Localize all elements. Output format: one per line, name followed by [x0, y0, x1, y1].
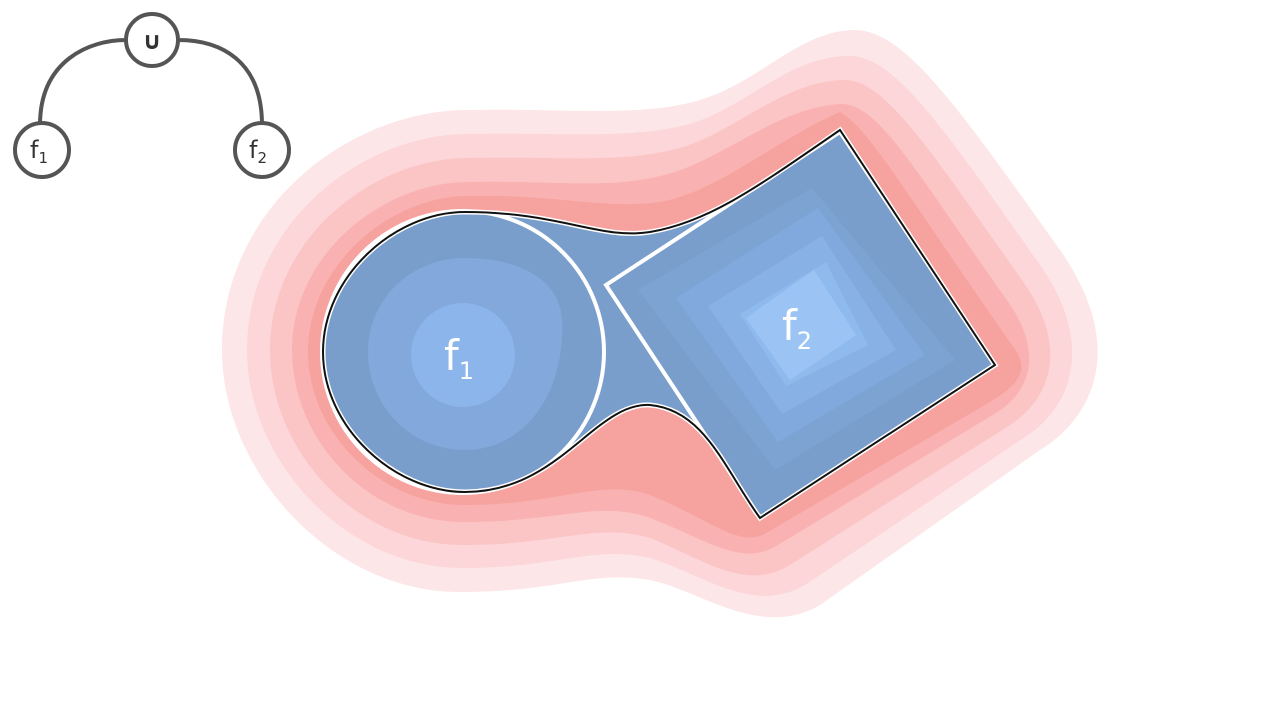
tree-edge-right: [177, 38, 264, 126]
csg-tree: ∪ f1 f2: [13, 12, 291, 179]
square-label-base: f: [782, 301, 798, 350]
tree-leaf-f1-label: f1: [30, 136, 48, 167]
tree-leaf-f2-base: f: [249, 136, 258, 164]
tree-leaf-f1-node: [13, 121, 71, 179]
square-label-subscript: 2: [797, 327, 812, 355]
square-ring-5: [746, 270, 856, 380]
tree-leaf-f1-subscript: 1: [38, 149, 48, 167]
tree-leaf-f2-label: f2: [249, 136, 267, 167]
tree-leaf-f2-subscript: 2: [257, 149, 267, 167]
tree-edge-left: [38, 38, 127, 126]
tree-leaf-f1-base: f: [30, 136, 39, 164]
tree-root-node: [124, 12, 180, 68]
union-boundary-line: [321, 128, 997, 520]
tree-leaf-f2-node: [233, 121, 291, 179]
circle-label: f1: [444, 331, 474, 385]
circle-ring-2: [411, 303, 515, 407]
circle-label-subscript: 1: [459, 357, 474, 385]
circle-label-base: f: [444, 331, 460, 380]
square-label: f2: [782, 301, 812, 355]
union-boundary: [320, 126, 999, 522]
union-operator-label: ∪: [142, 27, 162, 55]
